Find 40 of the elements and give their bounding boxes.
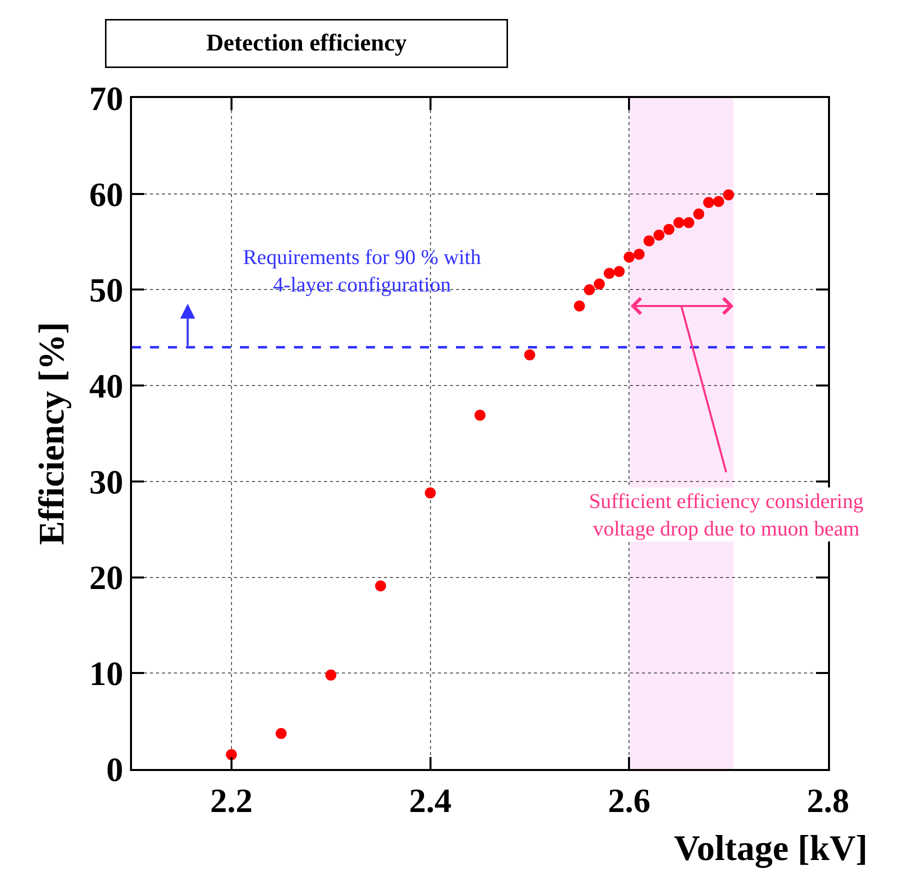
point xyxy=(325,670,336,681)
point xyxy=(624,252,635,263)
x-tick-label: 2.8 xyxy=(806,782,850,820)
x-tick-label: 2.4 xyxy=(409,782,452,820)
y-tick-label: 40 xyxy=(89,368,124,406)
point xyxy=(683,217,694,228)
point xyxy=(424,487,436,498)
y-tick-label: 20 xyxy=(89,560,124,598)
point xyxy=(594,278,605,290)
point xyxy=(614,266,625,277)
point xyxy=(524,349,536,360)
y-tick-label: 50 xyxy=(89,272,124,310)
point xyxy=(693,208,704,220)
point xyxy=(663,224,674,235)
y-tick-label: 0 xyxy=(106,752,124,789)
x-axis-title: Voltage [kV] xyxy=(674,828,868,868)
point xyxy=(226,749,237,760)
point xyxy=(574,300,585,312)
point xyxy=(276,728,287,740)
point xyxy=(604,268,615,279)
point xyxy=(653,230,664,241)
band-label: Sufficient efficiency considering voltage drop due to muon beam xyxy=(589,489,864,540)
point xyxy=(584,284,595,296)
y-tick-label: 70 xyxy=(89,80,124,118)
point xyxy=(634,248,645,260)
point xyxy=(474,410,486,421)
y-tick-label: 10 xyxy=(89,656,124,694)
point xyxy=(723,189,734,200)
y-axis-title: Efficiency [%] xyxy=(32,322,72,545)
point xyxy=(673,217,684,228)
point xyxy=(713,196,724,208)
y-tick-label: 60 xyxy=(89,176,124,214)
point xyxy=(644,235,655,246)
point xyxy=(375,580,386,592)
x-tick-label: 2.6 xyxy=(608,782,650,820)
point xyxy=(703,196,714,208)
chart-title: Detection efficiency xyxy=(206,30,407,56)
y-tick-label: 30 xyxy=(89,464,124,502)
x-tick-label: 2.2 xyxy=(210,782,253,820)
ref-line-label: Requirements for 90 % with 4-layer configuration xyxy=(243,245,482,296)
